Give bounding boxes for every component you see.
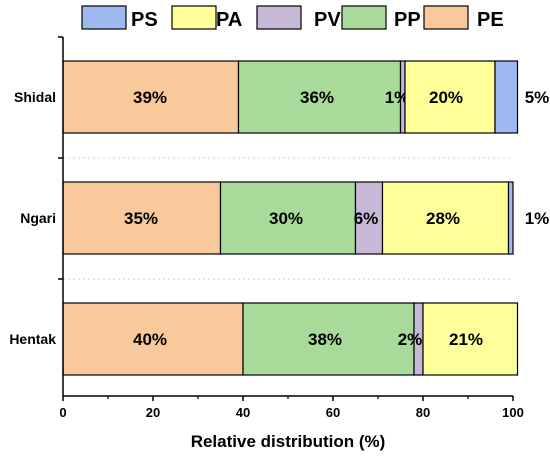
bar-segment-shidal-pe xyxy=(62,60,240,134)
legend-swatch-pa xyxy=(171,5,217,30)
legend-label-ps: PS xyxy=(131,9,158,31)
category-label-shidal: Shidal xyxy=(14,89,56,105)
category-separators xyxy=(63,157,513,280)
data-label-hentak-pa: 21% xyxy=(449,330,483,349)
data-label-ngari-pe: 35% xyxy=(124,209,158,228)
bar-segment-hentak-pa xyxy=(422,302,519,376)
x-tick-label-20: 20 xyxy=(146,405,160,420)
data-label-shidal-ps: 5% xyxy=(525,88,550,107)
data-label-shidal-pvc: 1% xyxy=(385,88,410,107)
data-label-shidal-pp: 36% xyxy=(300,88,334,107)
legend-swatch-pe xyxy=(423,5,469,30)
bar-segment-ngari-pp xyxy=(219,181,357,255)
bar-segment-shidal-pp xyxy=(237,60,402,134)
x-tick-label-60: 60 xyxy=(326,405,340,420)
y-axis: Shidal Ngari Hentak xyxy=(9,36,64,396)
x-tick-label-0: 0 xyxy=(59,405,66,420)
legend-swatch-ps xyxy=(81,5,127,30)
legend: PS PA PVC PP PE xyxy=(81,5,504,31)
data-label-shidal-pe: 39% xyxy=(133,88,167,107)
data-label-hentak-pe: 40% xyxy=(133,330,167,349)
bar-segment-hentak-pp xyxy=(242,302,415,376)
data-label-ngari-pa: 28% xyxy=(426,209,460,228)
legend-label-pa: PA xyxy=(216,9,242,31)
category-label-hentak: Hentak xyxy=(9,331,56,347)
category-label-ngari: Ngari xyxy=(20,210,56,226)
x-tick-label-100: 100 xyxy=(502,405,524,420)
legend-swatch-pvc xyxy=(256,5,302,30)
bar-segment-ngari-ps xyxy=(507,181,514,255)
data-label-ngari-pp: 30% xyxy=(269,209,303,228)
data-label-hentak-pp: 38% xyxy=(308,330,342,349)
bar-segment-ngari-pvc xyxy=(354,181,384,255)
x-axis: 0 20 40 60 80 100 xyxy=(59,395,524,420)
legend-label-pe: PE xyxy=(477,9,504,31)
bar-segment-shidal-pa xyxy=(404,60,496,134)
bar-hentak: 40% 38% 2% 21% xyxy=(62,302,519,376)
data-label-hentak-pvc: 2% xyxy=(398,330,423,349)
bar-segment-shidal-ps xyxy=(494,60,519,134)
bar-ngari: 35% 30% 6% 28% 1% xyxy=(62,181,550,255)
x-tick-label-80: 80 xyxy=(416,405,430,420)
legend-swatch-pp xyxy=(341,5,387,30)
data-label-ngari-pvc: 6% xyxy=(354,209,379,228)
data-label-ngari-ps: 1% xyxy=(525,209,550,228)
data-label-shidal-pa: 20% xyxy=(429,88,463,107)
legend-label-pp: PP xyxy=(394,9,421,31)
bar-shidal: 39% 36% 1% 20% 5% xyxy=(62,60,550,134)
bars: 39% 36% 1% 20% 5% 35% 30% 6% 28% 1% 40% 38% 2% 21% xyxy=(62,60,550,376)
x-tick-label-40: 40 xyxy=(236,405,250,420)
x-axis-title: Relative distribution (%) xyxy=(191,432,386,451)
